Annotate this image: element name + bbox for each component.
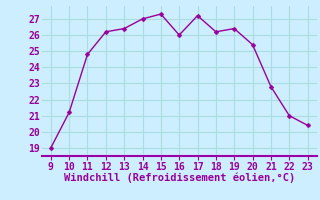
X-axis label: Windchill (Refroidissement éolien,°C): Windchill (Refroidissement éolien,°C) bbox=[64, 173, 295, 183]
